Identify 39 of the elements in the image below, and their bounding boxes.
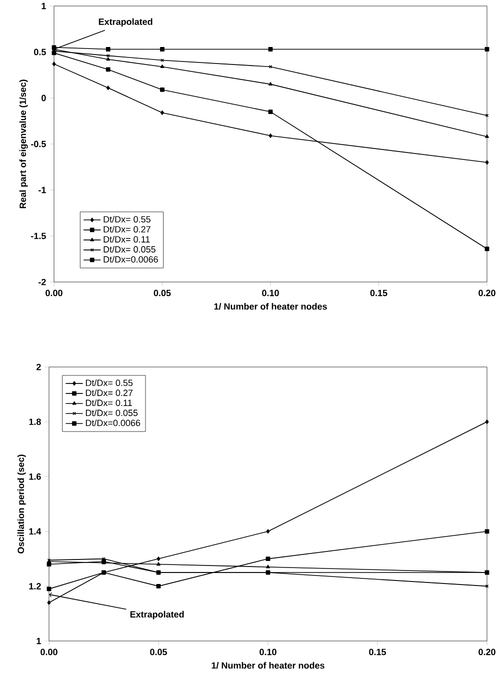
y-tick-label: 1.4 [29, 528, 42, 534]
y-tick-label: -1 [38, 186, 46, 194]
y-tick-label: 1 [36, 638, 41, 644]
annotation: Extrapolated [98, 18, 152, 27]
y-tick-label: -2 [38, 278, 46, 286]
y-tick-label: 1.2 [29, 583, 41, 590]
x-tick-label: 0.10 [262, 290, 279, 296]
y-tick-label: 1.6 [29, 473, 41, 480]
x-tick-label: 0.15 [370, 290, 388, 296]
x-axis-title: 1/ Number of heater nodes [212, 662, 324, 669]
legend-label: Dt/Dx= 0.27 [104, 226, 150, 233]
y-tick-label: 0.5 [34, 48, 46, 56]
y-tick-label: 0 [42, 94, 46, 102]
legend-label: Dt/Dx= 0.055 [104, 246, 156, 253]
legend-label: Dt/Dx= 0.55 [104, 216, 150, 223]
legend-label: Dt/Dx= 0.55 [86, 379, 133, 386]
x-tick-label: 0.20 [478, 648, 496, 656]
x-tick-label: 0.00 [40, 648, 58, 656]
x-tick-label: 0.15 [369, 648, 386, 656]
annotation: Extrapolated [130, 610, 184, 620]
x-tick-label: 0.05 [154, 290, 171, 296]
legend-label: Dt/Dx= 0.27 [86, 389, 133, 396]
y-tick-label: 1.8 [29, 418, 41, 425]
legend-label: Dt/Dx=0.0066 [104, 256, 158, 263]
legend-label: Dt/Dx= 0.055 [86, 409, 138, 416]
y-tick-label: 1 [42, 2, 46, 10]
x-axis-title: 1/ Number of heater nodes [214, 303, 327, 310]
legend-label: Dt/Dx=0.0066 [86, 419, 140, 426]
y-tick-label: -1.5 [31, 232, 46, 240]
x-tick-label: 0.10 [260, 648, 276, 656]
y-axis-title: Oscillation period (sec) [17, 454, 26, 554]
x-tick-label: 0.00 [46, 290, 62, 296]
legend-label: Dt/Dx= 0.11 [86, 399, 132, 406]
x-tick-label: 0.05 [150, 648, 167, 656]
legend-label: Dt/Dx= 0.11 [104, 236, 150, 243]
y-axis-title: Real part of eigenvalue (1/sec) [19, 80, 28, 208]
y-tick-label: 2 [36, 364, 41, 370]
x-tick-label: 0.20 [478, 290, 496, 296]
y-tick-label: -0.5 [31, 140, 46, 148]
